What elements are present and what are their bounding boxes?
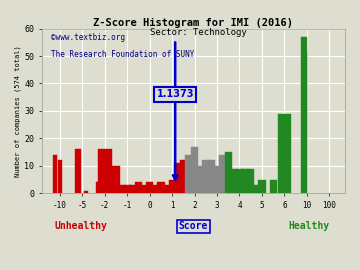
Bar bbox=[301, 37, 307, 194]
Bar bbox=[152, 185, 159, 194]
Bar bbox=[208, 160, 215, 194]
Bar bbox=[247, 169, 254, 194]
Bar bbox=[95, 183, 99, 194]
Bar bbox=[278, 114, 291, 194]
Bar bbox=[258, 180, 266, 194]
Bar bbox=[225, 152, 232, 194]
Bar bbox=[112, 166, 120, 194]
Bar bbox=[230, 169, 238, 194]
Text: Healthy: Healthy bbox=[288, 221, 329, 231]
Bar bbox=[253, 185, 260, 194]
Bar bbox=[202, 160, 210, 194]
Bar bbox=[163, 185, 170, 194]
Bar bbox=[168, 180, 176, 194]
Bar bbox=[53, 155, 58, 194]
Bar bbox=[219, 155, 226, 194]
Text: 1.1373: 1.1373 bbox=[157, 89, 194, 99]
Bar bbox=[58, 160, 62, 194]
Bar bbox=[84, 191, 88, 194]
Bar bbox=[197, 166, 204, 194]
Bar bbox=[98, 183, 101, 194]
Bar bbox=[135, 183, 142, 194]
Text: Sector: Technology: Sector: Technology bbox=[150, 28, 246, 37]
Bar bbox=[185, 155, 193, 194]
Bar bbox=[174, 163, 181, 194]
Text: ©www.textbiz.org: ©www.textbiz.org bbox=[51, 33, 125, 42]
Y-axis label: Number of companies (574 total): Number of companies (574 total) bbox=[15, 45, 22, 177]
Text: The Research Foundation of SUNY: The Research Foundation of SUNY bbox=[51, 50, 194, 59]
Bar bbox=[129, 185, 136, 194]
Bar bbox=[140, 185, 148, 194]
Bar bbox=[180, 160, 187, 194]
Bar bbox=[146, 183, 153, 194]
Bar bbox=[101, 183, 105, 194]
Bar bbox=[98, 150, 112, 194]
Bar bbox=[75, 150, 81, 194]
Text: Unhealthy: Unhealthy bbox=[55, 221, 108, 231]
Title: Z-Score Histogram for IMI (2016): Z-Score Histogram for IMI (2016) bbox=[94, 18, 293, 28]
Bar bbox=[270, 180, 277, 194]
Bar bbox=[236, 169, 243, 194]
Bar bbox=[213, 166, 221, 194]
Bar bbox=[191, 147, 198, 194]
Bar bbox=[118, 185, 125, 194]
Bar bbox=[99, 183, 103, 194]
Bar bbox=[242, 169, 249, 194]
Bar bbox=[123, 185, 131, 194]
Bar bbox=[157, 183, 165, 194]
Text: Score: Score bbox=[179, 221, 208, 231]
